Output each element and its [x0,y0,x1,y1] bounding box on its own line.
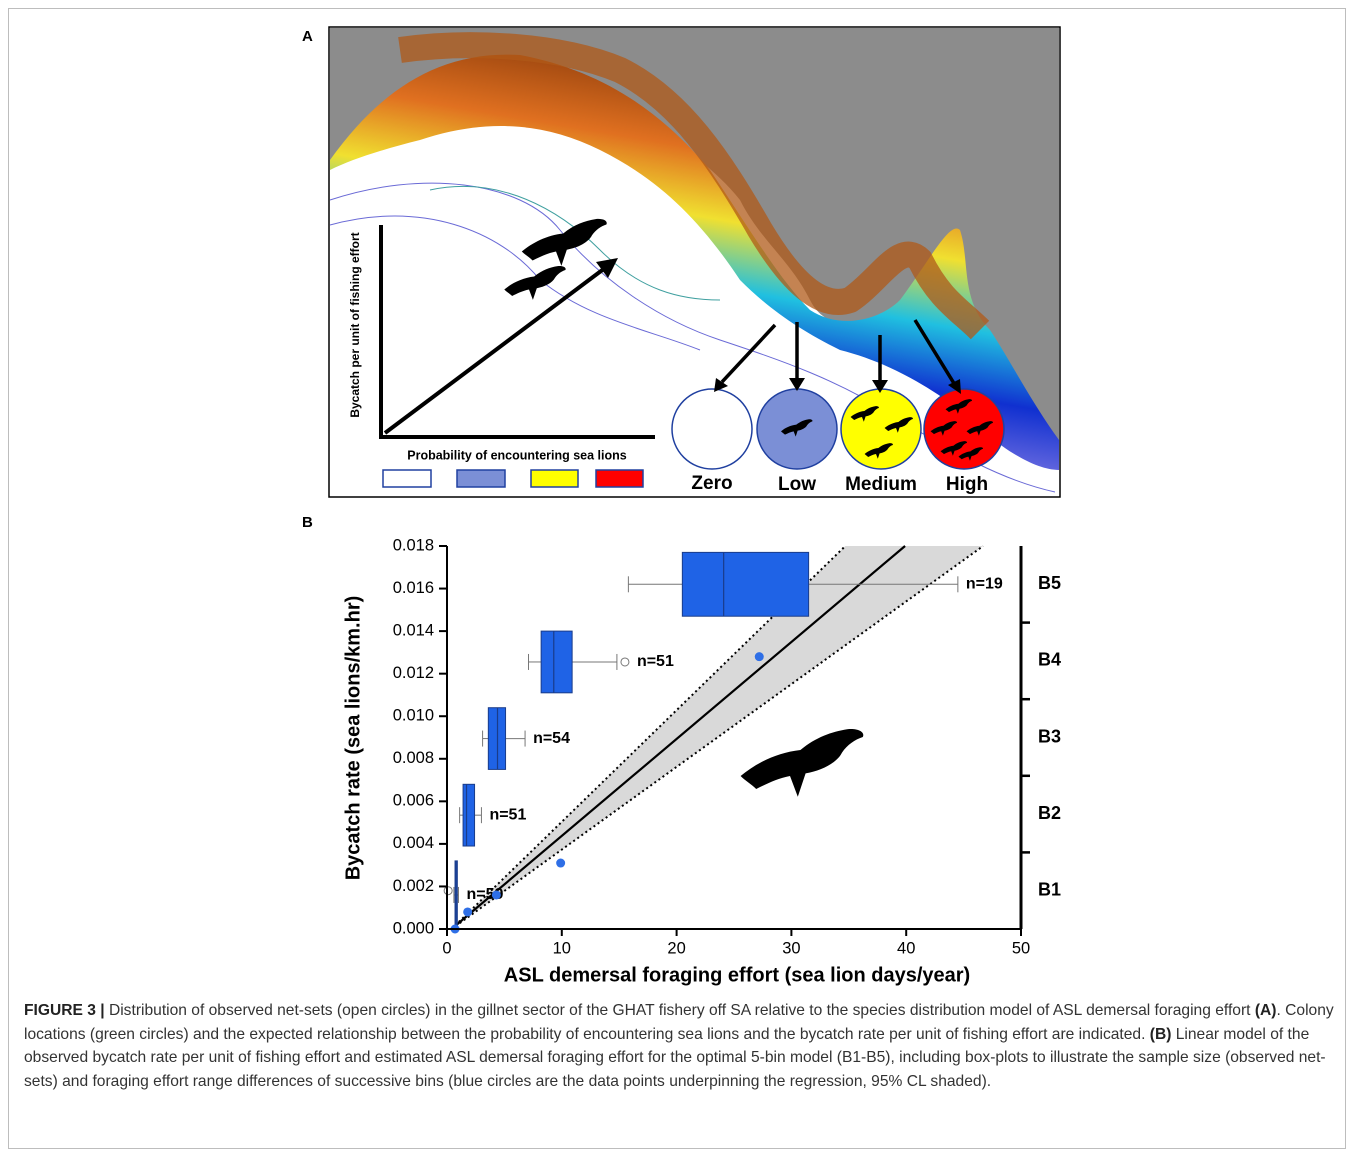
bin-label: B2 [1038,803,1061,823]
caption-text: (B) [1149,1025,1172,1043]
y-axis-label: Bycatch rate (sea lions/km.hr) [342,596,364,881]
bin-label: B5 [1038,573,1061,593]
box [462,783,476,847]
caption-text: (A) [1254,1002,1277,1019]
data-point [754,652,764,662]
fit-line [450,545,906,930]
data-point [556,858,566,868]
x-tick-label: 20 [667,939,685,957]
sample-size-label: n=19 [966,576,1003,593]
panel-label: A [302,28,313,45]
caption-text: . Colony locations (green circles) and t… [24,1002,1334,1043]
level-label: Medium [845,474,917,495]
ci-upper-line [450,545,847,930]
figure-frame [8,8,1346,1149]
y-tick-label: 0.010 [393,707,434,725]
outlier [443,886,453,896]
y-tick-label: 0.000 [393,919,434,937]
ci-lower-line [451,545,984,930]
x-tick-label: 30 [782,939,800,957]
sample-size-label: n=54 [533,730,570,747]
level-label: Zero [691,473,732,494]
bin-label: B4 [1038,650,1061,670]
legend-title: Probability of encountering sea lions [407,448,627,462]
y-tick-label: 0.004 [393,834,434,852]
inset-diagram [379,218,1005,488]
bin-label: B3 [1038,726,1061,746]
outlier [620,657,630,667]
sample-size-label: n=59 [466,886,503,903]
data-point [463,907,473,917]
x-tick-label: 50 [1012,939,1030,957]
plot: n=59 n=51 n=54 n=51 n=19 0.000 0.002 0.004 0.006… [393,536,1061,957]
box [681,551,810,617]
sample-size-label: n=51 [489,806,526,823]
y-tick-label: 0.006 [393,792,434,810]
y-tick-label: 0.014 [393,621,434,639]
level-label: High [946,474,988,495]
seal-icon [740,728,864,797]
y-tick-label: 0.016 [393,579,434,597]
bin-label: B1 [1038,879,1061,899]
inset-y-label: Bycatch per unit of fishing effort [348,232,362,417]
x-tick-label: 40 [897,939,915,957]
y-tick-label: 0.002 [393,877,434,895]
x-tick-label: 10 [553,939,571,957]
y-tick-label: 0.012 [393,664,434,682]
panel-label: B [302,514,313,531]
caption-text: Distribution of observed net-sets (open … [104,1002,1255,1019]
caption-label: FIGURE 3 | [24,1002,105,1019]
caption-text: Linear model of the observed bycatch rat… [24,1025,1326,1090]
data-point [491,890,501,900]
level-label: Low [778,474,816,495]
y-tick-label: 0.008 [393,749,434,767]
ci-band [451,546,984,929]
box [540,630,573,694]
x-axis-label: ASL demersal foraging effort (sea lion d… [504,964,970,986]
y-tick-label: 0.018 [393,536,434,554]
x-tick-label: 0 [442,939,451,957]
figure: A [302,26,1061,986]
sample-size-label: n=51 [637,653,674,670]
caption: FIGURE 3 | Distribution of observed net-… [24,999,1338,1093]
